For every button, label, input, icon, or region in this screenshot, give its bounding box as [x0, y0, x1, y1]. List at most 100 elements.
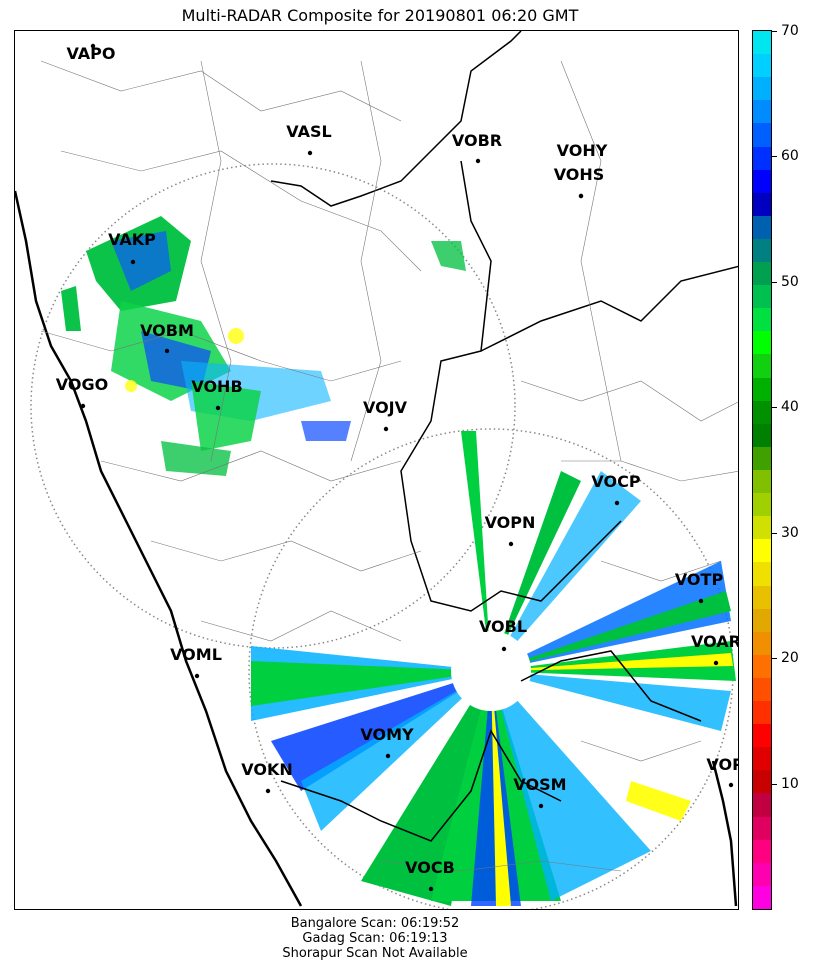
colorbar-band: [753, 839, 771, 864]
colorbar-band: [753, 885, 771, 910]
station-vapo: VAPO: [66, 43, 116, 63]
station-vakp: VAKP: [108, 230, 156, 265]
station-label: VOCB: [405, 858, 455, 877]
station-label: VOPC: [706, 755, 739, 774]
colorbar-band: [753, 169, 771, 194]
colorbar-band: [753, 215, 771, 240]
station-label: VOTP: [675, 570, 724, 589]
state-boundary-east: [400, 160, 622, 612]
station-vokn: VOKN: [241, 760, 293, 794]
gadag-range-ring: [30, 163, 516, 649]
station-voar: VOAR: [691, 632, 739, 666]
colorbar-band: [753, 31, 771, 55]
station-label: VOHY: [557, 141, 608, 160]
colorbar-band: [753, 377, 771, 402]
colorbar-band: [753, 701, 771, 725]
station-dot: [501, 646, 507, 652]
colorbar-band: [753, 123, 771, 148]
station-vobl: VOBL: [479, 617, 527, 652]
colorbar-band: [753, 493, 771, 517]
map-title: Multi-RADAR Composite for 20190801 06:20…: [181, 6, 579, 25]
state-boundary-south: [280, 729, 562, 842]
colorbar-band: [753, 146, 771, 171]
station-label: VOML: [170, 645, 222, 664]
station-label: VOHS: [554, 165, 605, 184]
station-markers: VAPO VASL VOBR VOHY VOHS VAKP VOBM VOGO VOHB VOJV…: [56, 43, 739, 892]
station-dot: [265, 788, 271, 794]
station-label: VOGO: [56, 375, 108, 394]
gadag-echoes: [61, 216, 466, 476]
state-boundary-southeast: [520, 650, 702, 722]
station-label: VASL: [286, 122, 331, 141]
station-dot: [80, 403, 86, 409]
state-boundary-north: [270, 31, 522, 207]
station-dot: [713, 660, 719, 666]
station-label: VOBM: [140, 321, 194, 340]
colorbar-band: [753, 562, 771, 587]
station-dot: [215, 405, 221, 411]
station-vohb: VOHB: [191, 377, 243, 411]
bangalore-echoes: [251, 431, 736, 906]
station-dot: [383, 426, 389, 432]
colorbar-band: [753, 354, 771, 379]
radar-map: VAPO VASL VOBR VOHY VOHS VAKP VOBM VOGO VOHB VOJV…: [14, 30, 739, 910]
station-dot: [508, 541, 514, 547]
colorbar-tick-label: 30: [781, 524, 799, 541]
station-dot: [614, 500, 620, 506]
station-label: VOBL: [479, 617, 527, 636]
station-label: VOCP: [591, 472, 640, 491]
colorbar-band: [753, 585, 771, 610]
colorbar-band: [753, 862, 771, 887]
state-boundary-northeast: [480, 265, 738, 352]
station-label: VOJV: [363, 398, 408, 417]
colorbar-band: [753, 446, 771, 471]
station-label: VOAR: [691, 632, 739, 651]
footer-bangalore-scan: Bangalore Scan: 06:19:52: [290, 916, 460, 931]
colorbar-band: [753, 262, 771, 286]
station-dot: [90, 43, 96, 49]
colorbar-tick-label: 60: [781, 148, 799, 165]
colorbar-band: [753, 608, 771, 633]
station-label: VAPO: [66, 44, 115, 63]
colorbar-band: [753, 400, 771, 425]
colorbar-band: [753, 331, 771, 355]
station-vasl: VASL: [286, 122, 332, 156]
station-vobr: VOBR: [452, 131, 502, 164]
colorbar-band: [753, 54, 771, 78]
station-dot: [130, 259, 136, 265]
colorbar-band: [753, 747, 771, 771]
station-dot: [698, 598, 704, 604]
colorbar: [752, 30, 772, 910]
station-voml: VOML: [170, 645, 222, 679]
footer-gadag-scan: Gadag Scan: 06:19:13: [302, 931, 448, 946]
colorbar-tick-label: 70: [781, 23, 799, 39]
colorbar-band: [753, 793, 771, 818]
station-dot: [728, 782, 734, 788]
colorbar-band: [753, 238, 771, 263]
colorbar-tick-label: 40: [781, 399, 799, 416]
station-label: VOHB: [191, 377, 242, 396]
colorbar-band: [753, 631, 771, 656]
station-label: VOMY: [360, 725, 414, 744]
colorbar-band: [753, 423, 771, 448]
station-vobm: VOBM: [140, 321, 194, 354]
station-dot: [578, 193, 584, 199]
station-vosm: VOSM: [513, 775, 567, 809]
station-dot: [194, 673, 200, 679]
colorbar-band: [753, 816, 771, 841]
station-vogo: VOGO: [56, 375, 108, 409]
station-dot: [538, 803, 544, 809]
station-votp: VOTP: [675, 570, 724, 604]
station-label: VOPN: [485, 513, 536, 532]
colorbar-band: [753, 308, 771, 332]
station-vojv: VOJV: [363, 398, 408, 432]
station-dot: [428, 886, 434, 892]
district-lines: [40, 60, 738, 872]
station-dot: [164, 348, 170, 354]
station-dot: [385, 753, 391, 759]
station-label: VOSM: [513, 775, 566, 794]
east-coastline: [711, 760, 738, 907]
station-vopn: VOPN: [485, 513, 536, 547]
colorbar-tick-label: 50: [781, 273, 799, 290]
colorbar-band: [753, 770, 771, 794]
